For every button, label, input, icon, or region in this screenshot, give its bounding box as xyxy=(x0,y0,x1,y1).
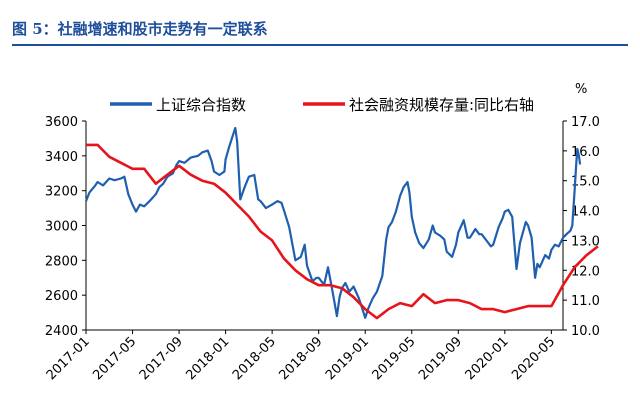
x-tick-label: 2019-01 xyxy=(323,334,372,383)
right-tick-label: 16.0 xyxy=(571,145,600,160)
right-tick-label: 17.0 xyxy=(571,115,600,130)
right-axis-unit: % xyxy=(575,82,587,97)
x-tick-label: 2017-09 xyxy=(137,334,186,383)
right-tick-label: 10.0 xyxy=(571,324,600,339)
left-tick-label: 3200 xyxy=(45,185,78,200)
series-line-1 xyxy=(86,143,599,320)
left-tick-label: 2600 xyxy=(45,289,78,304)
left-tick-label: 2800 xyxy=(45,254,78,269)
x-tick-label: 2019-05 xyxy=(370,334,419,383)
legend-label-0: 上证综合指数 xyxy=(156,96,246,114)
series-lines xyxy=(84,126,599,320)
x-tick-label: 2018-01 xyxy=(183,334,232,383)
left-tick-label: 3600 xyxy=(45,115,78,130)
left-tick-label: 3000 xyxy=(45,220,78,235)
left-tick-label: 3400 xyxy=(45,150,78,165)
right-tick-label: 11.0 xyxy=(571,294,600,309)
series-line-0 xyxy=(84,126,582,319)
x-tick-label: 2018-09 xyxy=(276,334,325,383)
axes: 2400 2600 2800 3000 3200 3400 3600 10.0 11.0 12.0… xyxy=(44,82,600,383)
figure-title: 图 5：社融增速和股市走势有一定联系 xyxy=(12,20,268,38)
legend-label-1: 社会融资规模存量:同比右轴 xyxy=(349,96,534,114)
x-tick-label: 2017-01 xyxy=(44,334,93,383)
x-tick-label: 2020-05 xyxy=(509,334,558,383)
title-divider xyxy=(12,44,628,46)
right-tick-label: 13.0 xyxy=(571,234,600,249)
right-tick-label: 14.0 xyxy=(571,205,600,220)
left-tick-label: 2400 xyxy=(45,324,78,339)
right-tick-label: 15.0 xyxy=(571,175,600,190)
legend: 上证综合指数 社会融资规模存量:同比右轴 xyxy=(110,96,534,114)
right-tick-label: 12.0 xyxy=(571,264,600,279)
x-tick-label: 2018-05 xyxy=(230,334,279,383)
x-tick-label: 2020-01 xyxy=(463,334,512,383)
x-tick-label: 2017-05 xyxy=(90,334,139,383)
x-tick-label: 2019-09 xyxy=(416,334,465,383)
